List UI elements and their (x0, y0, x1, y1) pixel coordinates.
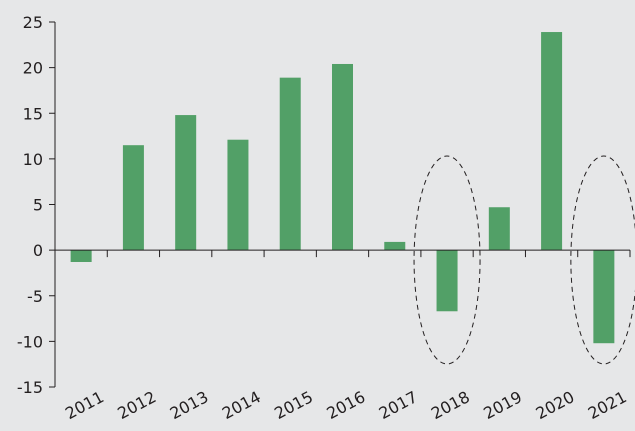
x-tick-label: 2021 (585, 387, 630, 423)
bar-2011 (70, 250, 92, 262)
x-tick-label: 2011 (62, 387, 107, 423)
y-tick-label: -5 (27, 287, 43, 306)
y-tick-label: 0 (33, 241, 43, 260)
bar-2016 (332, 63, 353, 251)
bar-2012 (122, 145, 144, 251)
y-tick-label: 15 (23, 104, 43, 123)
axis-layer (49, 21, 631, 388)
highlight-layer (413, 155, 635, 365)
bar-2018 (436, 250, 458, 312)
bar-2021 (593, 250, 615, 344)
x-tick-label: 2013 (167, 387, 212, 423)
x-tick-label: 2018 (428, 387, 473, 423)
x-tick-label: 2017 (376, 387, 421, 423)
bar-2014 (227, 139, 249, 251)
bar-2013 (175, 115, 197, 251)
highlight-ellipse-2021 (570, 155, 635, 365)
x-tick-label: 2016 (323, 387, 368, 423)
highlight-ellipse-2018 (413, 155, 481, 365)
bars-layer (70, 32, 615, 344)
x-tick-label: 2019 (480, 387, 525, 423)
y-tick-label: 10 (23, 150, 43, 169)
bar-2015 (279, 77, 301, 251)
x-tick-label: 2012 (114, 387, 159, 423)
bar-2019 (488, 207, 510, 251)
y-tick-label: 20 (23, 59, 43, 78)
y-tick-label: 25 (23, 13, 43, 32)
x-tick-label: 2015 (271, 387, 316, 423)
y-tick-label: 5 (33, 196, 43, 215)
bar-2020 (541, 32, 563, 251)
y-tick-label: -15 (17, 378, 43, 397)
x-tick-label: 2014 (219, 387, 264, 423)
y-tick-label: -10 (17, 332, 43, 351)
bar-2017 (384, 241, 406, 251)
x-tick-label: 2020 (533, 387, 578, 423)
